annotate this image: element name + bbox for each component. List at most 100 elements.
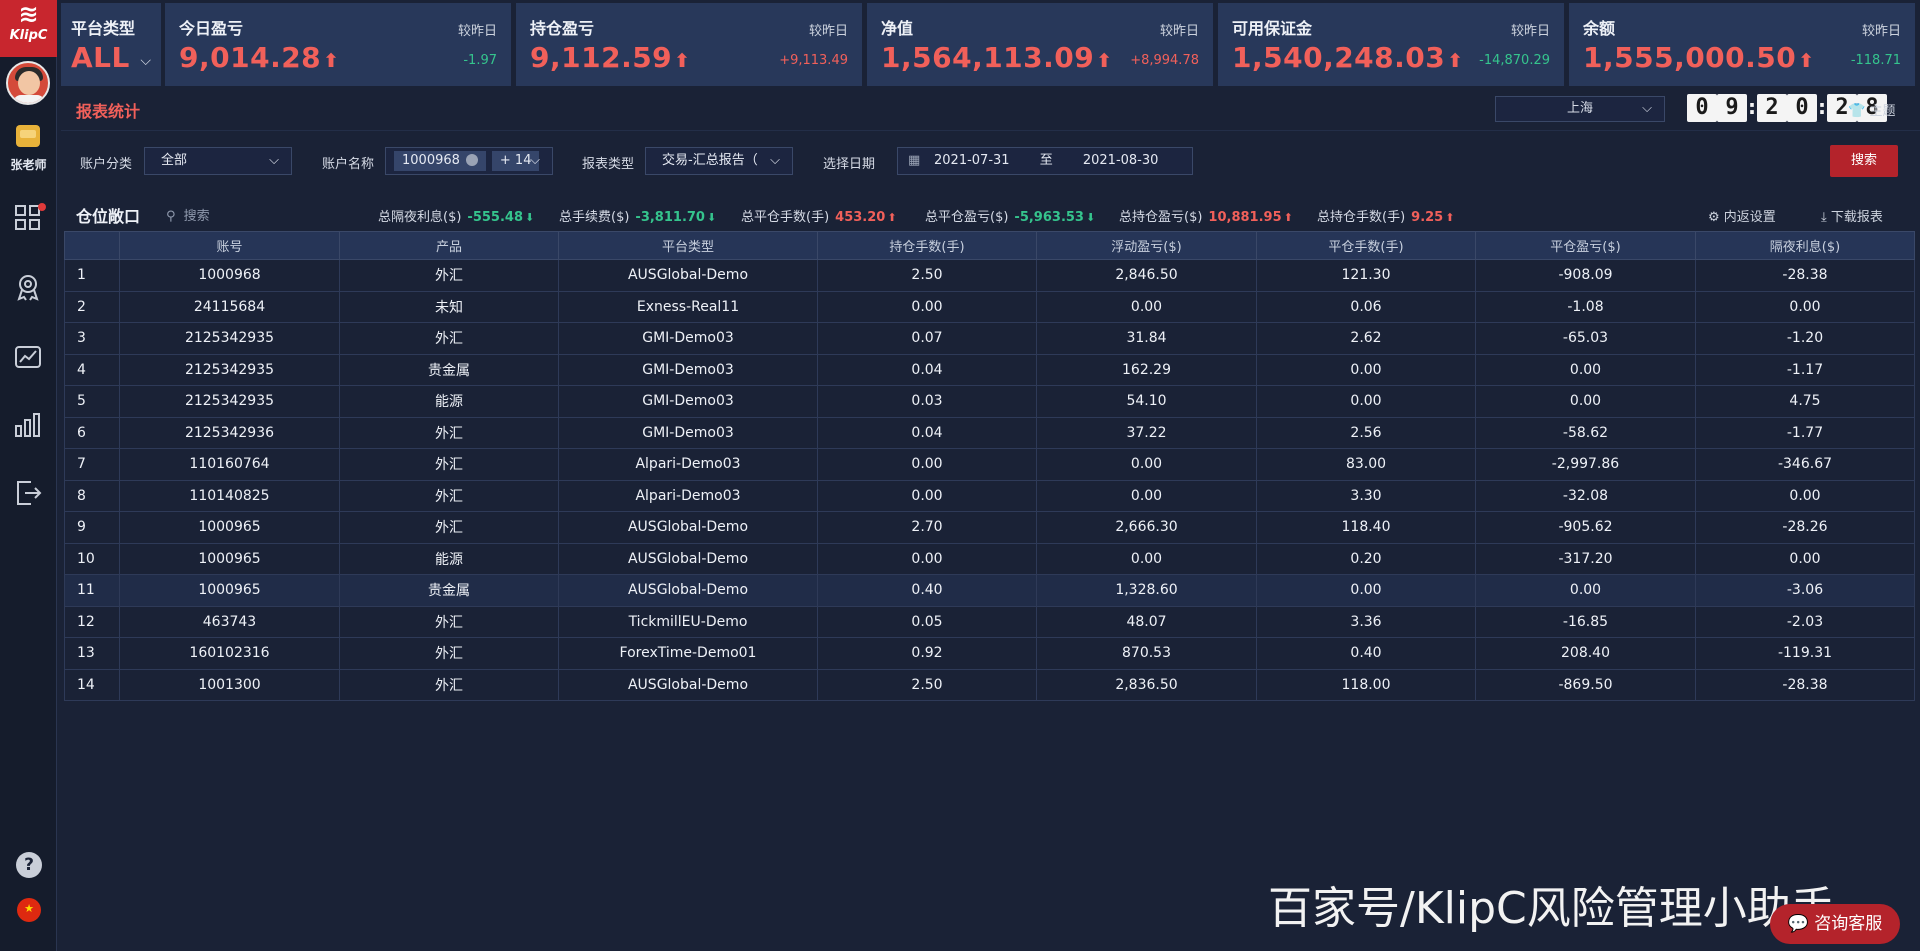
table-cell: -65.03 (1475, 322, 1696, 355)
table-cell: -317.20 (1475, 542, 1696, 575)
platform-type-card[interactable]: 平台类型 ALL ⌵ (61, 3, 161, 86)
table-cell: TickmillEU-Demo (558, 605, 818, 638)
account-more-count: + 14 (491, 151, 540, 171)
table-row[interactable]: 5 2125342935 能源 GMI-Demo03 0.03 54.10 0.00 0.00… (64, 385, 1915, 418)
table-cell: -28.26 (1695, 511, 1915, 544)
table-cell: 162.29 (1036, 353, 1257, 386)
table-row[interactable]: 11 1000965 贵金属 AUSGlobal-Demo 0.40 1,328.60 0.… (64, 574, 1915, 607)
search-placeholder: 搜索 (183, 209, 210, 224)
table-row[interactable]: 12 463743 外汇 TickmillEU-Demo 0.05 48.07 3.36 -1… (64, 605, 1915, 638)
clock-separator: : (1818, 95, 1826, 119)
table-cell: 0.00 (1256, 385, 1476, 418)
chevron-down-icon: ⌵ (269, 153, 279, 168)
card-compare-label: 较昨日 (457, 24, 497, 39)
card-compare-label: 较昨日 (1861, 24, 1901, 39)
column-header (64, 231, 120, 260)
positions-table: 账号 产品 平台类型 持仓手数(手) 浮动盈亏($) 平仓手数(手) 平仓盈亏($) 隔夜利息… (64, 231, 1915, 701)
table-cell: GMI-Demo03 (558, 416, 818, 449)
dashboard-grid-icon[interactable] (13, 203, 43, 233)
column-header: 隔夜利息($) (1695, 231, 1915, 260)
notification-dot (38, 203, 46, 211)
table-body: 1 1000968 外汇 AUSGlobal-Demo 2.50 2,846.50 121.… (64, 259, 1915, 701)
account-name-select[interactable]: 1000968 + 14 ⌵ (385, 147, 553, 175)
card-balance: 余额 较昨日 1,555,000.50 ⬆ -118.71 (1569, 3, 1915, 86)
trend-chart-icon[interactable] (13, 342, 43, 372)
position-exposure-panel: 仓位敞口 ⚲ 搜索 总隔夜利息($) -555.48 ⬇ 总手续费($) -3,811… (61, 195, 1915, 705)
table-cell: 1,328.60 (1036, 574, 1257, 607)
summary-swap: 总隔夜利息($) -555.48 ⬇ (378, 210, 535, 225)
logout-icon[interactable] (13, 478, 43, 508)
platform-type-value: ALL (71, 41, 130, 74)
date-from[interactable]: 2021-07-31 (934, 153, 1010, 168)
report-type-value: 交易-汇总报告（ (662, 153, 758, 168)
avatar[interactable] (6, 61, 50, 105)
date-to[interactable]: 2021-08-30 (1082, 153, 1159, 168)
table-cell: 1000965 (119, 574, 340, 607)
table-cell: 5 (64, 385, 120, 418)
table-row[interactable]: 13 160102316 外汇 ForexTime-Demo01 0.92 870.53 0… (64, 637, 1915, 670)
remove-chip-icon[interactable] (465, 153, 478, 166)
date-range-picker[interactable]: ▦ 2021-07-31 至 2021-08-30 (897, 147, 1193, 175)
theme-button[interactable]: 👕 主题 (1848, 100, 1895, 119)
panel-search[interactable]: ⚲ 搜索 (166, 205, 210, 224)
table-cell: 0.00 (1695, 290, 1915, 323)
clock-digit: 0 (1787, 94, 1817, 122)
panel-header: 仓位敞口 ⚲ 搜索 总隔夜利息($) -555.48 ⬇ 总手续费($) -3,811… (61, 195, 1914, 231)
table-cell: -16.85 (1475, 605, 1696, 638)
city-select[interactable]: 上海 ⌵ (1495, 96, 1665, 122)
china-flag-icon[interactable]: ★ (17, 898, 41, 922)
bar-stats-icon[interactable] (13, 410, 43, 440)
theme-label: 主题 (1869, 104, 1896, 119)
account-category-select[interactable]: 全部 ⌵ (144, 147, 292, 175)
table-row[interactable]: 9 1000965 外汇 AUSGlobal-Demo 2.70 2,666.30 118.… (64, 511, 1915, 544)
search-button[interactable]: 搜索 (1830, 145, 1898, 177)
table-cell: 0.40 (1256, 637, 1476, 670)
klipc-logo[interactable]: ≋ KlipC (0, 0, 57, 57)
table-cell: 外汇 (339, 668, 559, 701)
table-cell: AUSGlobal-Demo (558, 574, 818, 607)
panel-title: 仓位敞口 (76, 207, 141, 226)
table-cell: -346.67 (1695, 448, 1915, 481)
table-cell: -2.03 (1695, 605, 1915, 638)
table-cell: -1.08 (1475, 290, 1696, 323)
table-row[interactable]: 4 2125342935 贵金属 GMI-Demo03 0.04 162.29 0.00 0.… (64, 353, 1915, 386)
filter-row: 账户分类 全部 ⌵ 账户名称 1000968 + 14 ⌵ 报表类型 交易-汇总报… (61, 130, 1920, 190)
table-cell: 14 (64, 668, 120, 701)
customer-service-button[interactable]: 💬 咨询客服 (1770, 904, 1900, 944)
table-cell: 外汇 (339, 605, 559, 638)
table-cell: 未知 (339, 290, 559, 323)
chat-icon: 💬 (1787, 914, 1809, 934)
table-row[interactable]: 3 2125342935 外汇 GMI-Demo03 0.07 31.84 2.62 -65.… (64, 322, 1915, 355)
table-cell: 121.30 (1256, 259, 1476, 292)
up-arrow-icon: ⬆ (1447, 50, 1464, 72)
table-cell: ForexTime-Demo01 (558, 637, 818, 670)
table-cell: 0.92 (817, 637, 1037, 670)
table-cell: 2125342935 (119, 322, 340, 355)
table-row[interactable]: 14 1001300 外汇 AUSGlobal-Demo 2.50 2,836.50 118… (64, 668, 1915, 701)
table-row[interactable]: 8 110140825 外汇 Alpari-Demo03 0.00 0.00 3.30 -32… (64, 479, 1915, 512)
table-cell: 0.03 (817, 385, 1037, 418)
download-report-button[interactable]: ⤓ 下载报表 (1821, 206, 1883, 225)
help-icon[interactable]: ? (16, 852, 42, 878)
award-icon[interactable] (13, 272, 43, 302)
summary-closed-pnl: 总平仓盈亏($) -5,963.53 ⬇ (925, 210, 1096, 225)
card-net-value: 净值 较昨日 1,564,113.09 ⬆ +8,994.78 (867, 3, 1213, 86)
table-cell: 2.56 (1256, 416, 1476, 449)
column-header: 平台类型 (558, 231, 818, 260)
report-type-select[interactable]: 交易-汇总报告（ ⌵ (645, 147, 793, 175)
table-row[interactable]: 2 24115684 未知 Exness-Real11 0.00 0.00 0.06 -1.0… (64, 290, 1915, 323)
date-range-separator: 至 (1039, 153, 1053, 168)
table-cell: 110160764 (119, 448, 340, 481)
calendar-icon: ▦ (908, 153, 921, 168)
rebate-settings-button[interactable]: ⚙ 内返设置 (1708, 206, 1776, 225)
table-row[interactable]: 10 1000965 能源 AUSGlobal-Demo 0.00 0.00 0.20 -31… (64, 542, 1915, 575)
card-title: 今日盈亏 (179, 19, 244, 38)
table-row[interactable]: 1 1000968 外汇 AUSGlobal-Demo 2.50 2,846.50 121.… (64, 259, 1915, 292)
table-header-row: 账号 产品 平台类型 持仓手数(手) 浮动盈亏($) 平仓手数(手) 平仓盈亏($) 隔夜利息… (64, 231, 1915, 260)
table-row[interactable]: 6 2125342936 外汇 GMI-Demo03 0.04 37.22 2.56 -58.… (64, 416, 1915, 449)
table-cell: -28.38 (1695, 259, 1915, 292)
table-cell: 外汇 (339, 448, 559, 481)
table-row[interactable]: 7 110160764 外汇 Alpari-Demo03 0.00 0.00 83.00 -2… (64, 448, 1915, 481)
